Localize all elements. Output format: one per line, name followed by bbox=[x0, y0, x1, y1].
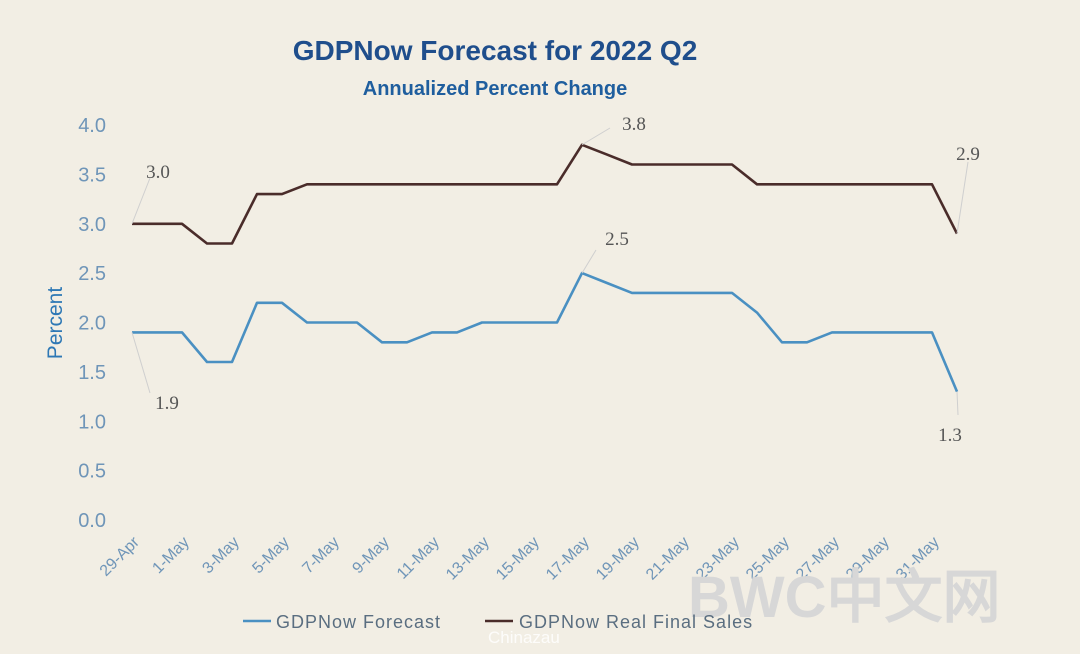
y-tick-label: 3.0 bbox=[78, 214, 106, 236]
watermark-text: BWC中文网 bbox=[688, 565, 1001, 630]
data-label: 3.8 bbox=[622, 114, 646, 135]
chart-title: GDPNow Forecast for 2022 Q2 bbox=[293, 35, 698, 66]
data-label: 3.0 bbox=[146, 162, 170, 183]
legend-label: GDPNow Forecast bbox=[276, 612, 441, 632]
data-label-leader bbox=[581, 127, 611, 146]
y-tick-label: 2.5 bbox=[78, 263, 106, 285]
data-label: 1.9 bbox=[155, 393, 179, 414]
y-tick-label: 0.0 bbox=[78, 510, 106, 532]
y-tick-label: 1.0 bbox=[78, 411, 106, 433]
y-tick-label: 3.5 bbox=[78, 164, 106, 186]
x-tick-label: 21-May bbox=[643, 534, 693, 584]
legend-label: GDPNow Real Final Sales bbox=[519, 612, 753, 632]
y-tick-label: 4.0 bbox=[78, 115, 106, 137]
x-tick-label: 15-May bbox=[493, 534, 543, 584]
data-label: 2.9 bbox=[956, 144, 980, 165]
data-label: 1.3 bbox=[938, 425, 962, 446]
data-label-leader bbox=[581, 249, 597, 274]
y-tick-label: 0.5 bbox=[78, 461, 106, 483]
data-labels: 3.0 3.8 2.9 1.9 2.5 1.3 bbox=[131, 114, 980, 446]
x-tick-label: 1-May bbox=[149, 534, 192, 577]
x-tick-label: 29-Apr bbox=[97, 533, 143, 579]
x-tick-label: 5-May bbox=[249, 534, 292, 577]
data-label-leader bbox=[956, 391, 959, 416]
watermark: BWC中文网 Chinazau bbox=[488, 565, 1001, 647]
chart-subtitle: Annualized Percent Change bbox=[363, 78, 628, 100]
x-tick-label: 19-May bbox=[593, 534, 643, 584]
y-axis-label: Percent bbox=[44, 287, 67, 360]
y-tick-label: 2.0 bbox=[78, 313, 106, 335]
y-tick-labels: 0.0 0.5 1.0 1.5 2.0 2.5 3.0 3.5 4.0 bbox=[78, 115, 106, 532]
data-label-leader bbox=[956, 161, 969, 234]
series-lines bbox=[132, 143, 959, 393]
x-tick-label: 3-May bbox=[199, 534, 242, 577]
data-label: 2.5 bbox=[605, 229, 629, 250]
x-tick-label: 7-May bbox=[299, 534, 342, 577]
x-tick-label: 11-May bbox=[394, 534, 443, 583]
x-tick-label: 13-May bbox=[443, 534, 493, 584]
legend: GDPNow Forecast GDPNow Real Final Sales bbox=[243, 612, 753, 632]
watermark-subtext: Chinazau bbox=[488, 628, 560, 647]
data-label-leader bbox=[131, 177, 151, 224]
x-tick-label: 17-May bbox=[543, 534, 593, 584]
series-line-forecast bbox=[132, 271, 959, 393]
y-tick-label: 1.5 bbox=[78, 362, 106, 384]
series-line-real-final-sales bbox=[132, 143, 959, 245]
data-label-leader bbox=[131, 332, 151, 394]
x-tick-label: 9-May bbox=[349, 534, 392, 577]
